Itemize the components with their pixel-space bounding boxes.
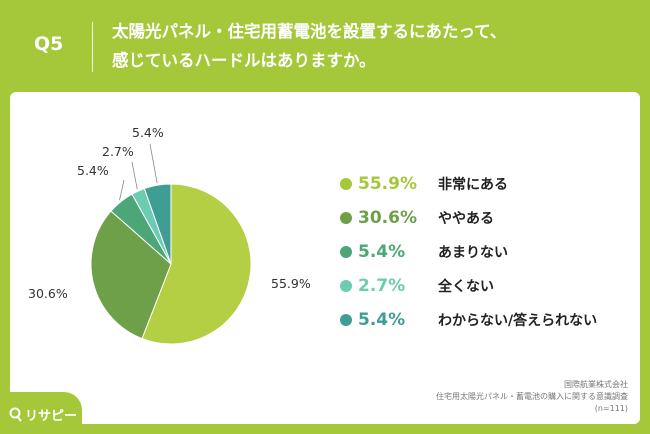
data-label-somewhat: 30.6% — [28, 286, 68, 301]
legend-label-somewhat: ややある — [438, 211, 494, 227]
legend-label-dont-know: わからない/答えられない — [438, 313, 598, 329]
legend-item-very-much: 55.9% 非常にある — [340, 172, 630, 198]
source-survey: 住宅用太陽光パネル・蓄電池の購入に関する意識調査 — [436, 392, 628, 401]
leader-line-not-at-all — [131, 161, 138, 190]
legend-value-very-much: 55.9% — [358, 174, 417, 194]
legend-label-not-much: あまりない — [438, 245, 508, 261]
brand-logo: リサピー — [0, 392, 82, 434]
leader-line-not-much — [119, 179, 125, 201]
question-title: 太陽光パネル・住宅用蓄電池を設置するにあたって、 感じているハードルはありますか… — [112, 17, 632, 75]
legend-dot-not-at-all — [340, 280, 352, 292]
leader-line-dont-know — [149, 143, 158, 184]
pie-chart: 55.9% 30.6% 5.4% 2.7% 5.4% — [28, 125, 311, 345]
question-number: Q5 — [34, 33, 64, 55]
data-label-not-much: 5.4% — [77, 163, 109, 178]
data-label-very-much: 55.9% — [271, 276, 311, 291]
source-company: 国際航業株式会社 — [564, 380, 628, 389]
source-sample-size: (n=111) — [594, 404, 628, 413]
legend-item-not-at-all: 2.7% 全くない — [340, 274, 630, 300]
pie-slice-dont-know — [143, 183, 172, 265]
chart-card: 55.9% 30.6% 5.4% 2.7% 5.4% 55.9% 非常にある 30.6%… — [10, 92, 640, 424]
legend-item-somewhat: 30.6% ややある — [340, 206, 630, 232]
question-header: Q5 太陽光パネル・住宅用蓄電池を設置するにあたって、 感じているハードルはあり… — [0, 0, 650, 92]
pie-slice-very-much — [141, 183, 252, 345]
legend-dot-very-much — [340, 178, 352, 190]
data-label-dont-know: 5.4% — [132, 125, 164, 140]
legend-value-dont-know: 5.4% — [358, 310, 406, 330]
legend-label-very-much: 非常にある — [438, 177, 508, 193]
legend-dot-somewhat — [340, 212, 352, 224]
pie-slice-somewhat — [90, 210, 172, 340]
legend-dot-not-much — [340, 246, 352, 258]
legend-value-not-at-all: 2.7% — [358, 276, 406, 296]
brand-logo-text: リサピー — [25, 409, 78, 424]
legend-label-not-at-all: 全くない — [438, 279, 494, 295]
question-title-line-1: 太陽光パネル・住宅用蓄電池を設置するにあたって、 — [112, 22, 507, 41]
question-title-line-2: 感じているハードルはありますか。 — [112, 51, 376, 70]
legend-item-dont-know: 5.4% わからない/答えられない — [340, 308, 630, 334]
legend-dot-dont-know — [340, 314, 352, 326]
legend-value-not-much: 5.4% — [358, 242, 406, 262]
legend-value-somewhat: 30.6% — [358, 208, 417, 228]
legend-item-not-much: 5.4% あまりない — [340, 240, 630, 266]
header-divider — [92, 22, 93, 72]
source-note: 国際航業株式会社 住宅用太陽光パネル・蓄電池の購入に関する意識調査 (n=111… — [436, 379, 628, 415]
search-pin-icon — [9, 407, 22, 422]
data-label-not-at-all: 2.7% — [102, 144, 134, 159]
